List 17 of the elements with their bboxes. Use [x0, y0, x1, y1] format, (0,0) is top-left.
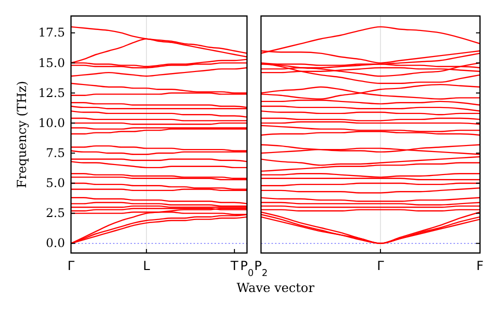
x-tick-label: Γ	[376, 258, 384, 273]
x-tick-label: T	[230, 258, 239, 273]
y-tick-label: 10.0	[38, 116, 65, 130]
y-tick-label: 5.0	[46, 176, 65, 190]
x-tick-label: P$_{0}$	[240, 258, 254, 278]
y-tick-label: 15.0	[38, 56, 65, 70]
y-tick-label: 2.5	[46, 206, 65, 220]
y-tick-label: 12.5	[38, 86, 65, 100]
x-tick-label: F	[476, 258, 484, 273]
x-axis-title: Wave vector	[236, 280, 314, 295]
x-tick-label: Γ	[68, 258, 75, 273]
y-axis-title: Frequency (THz)	[14, 80, 29, 188]
x-tick-label: P$_{2}$	[254, 258, 268, 278]
y-tick-label: 0.0	[46, 236, 65, 250]
y-tick-label: 7.5	[46, 146, 65, 160]
y-tick-label: 17.5	[38, 26, 65, 40]
x-tick-label: L	[142, 258, 150, 273]
